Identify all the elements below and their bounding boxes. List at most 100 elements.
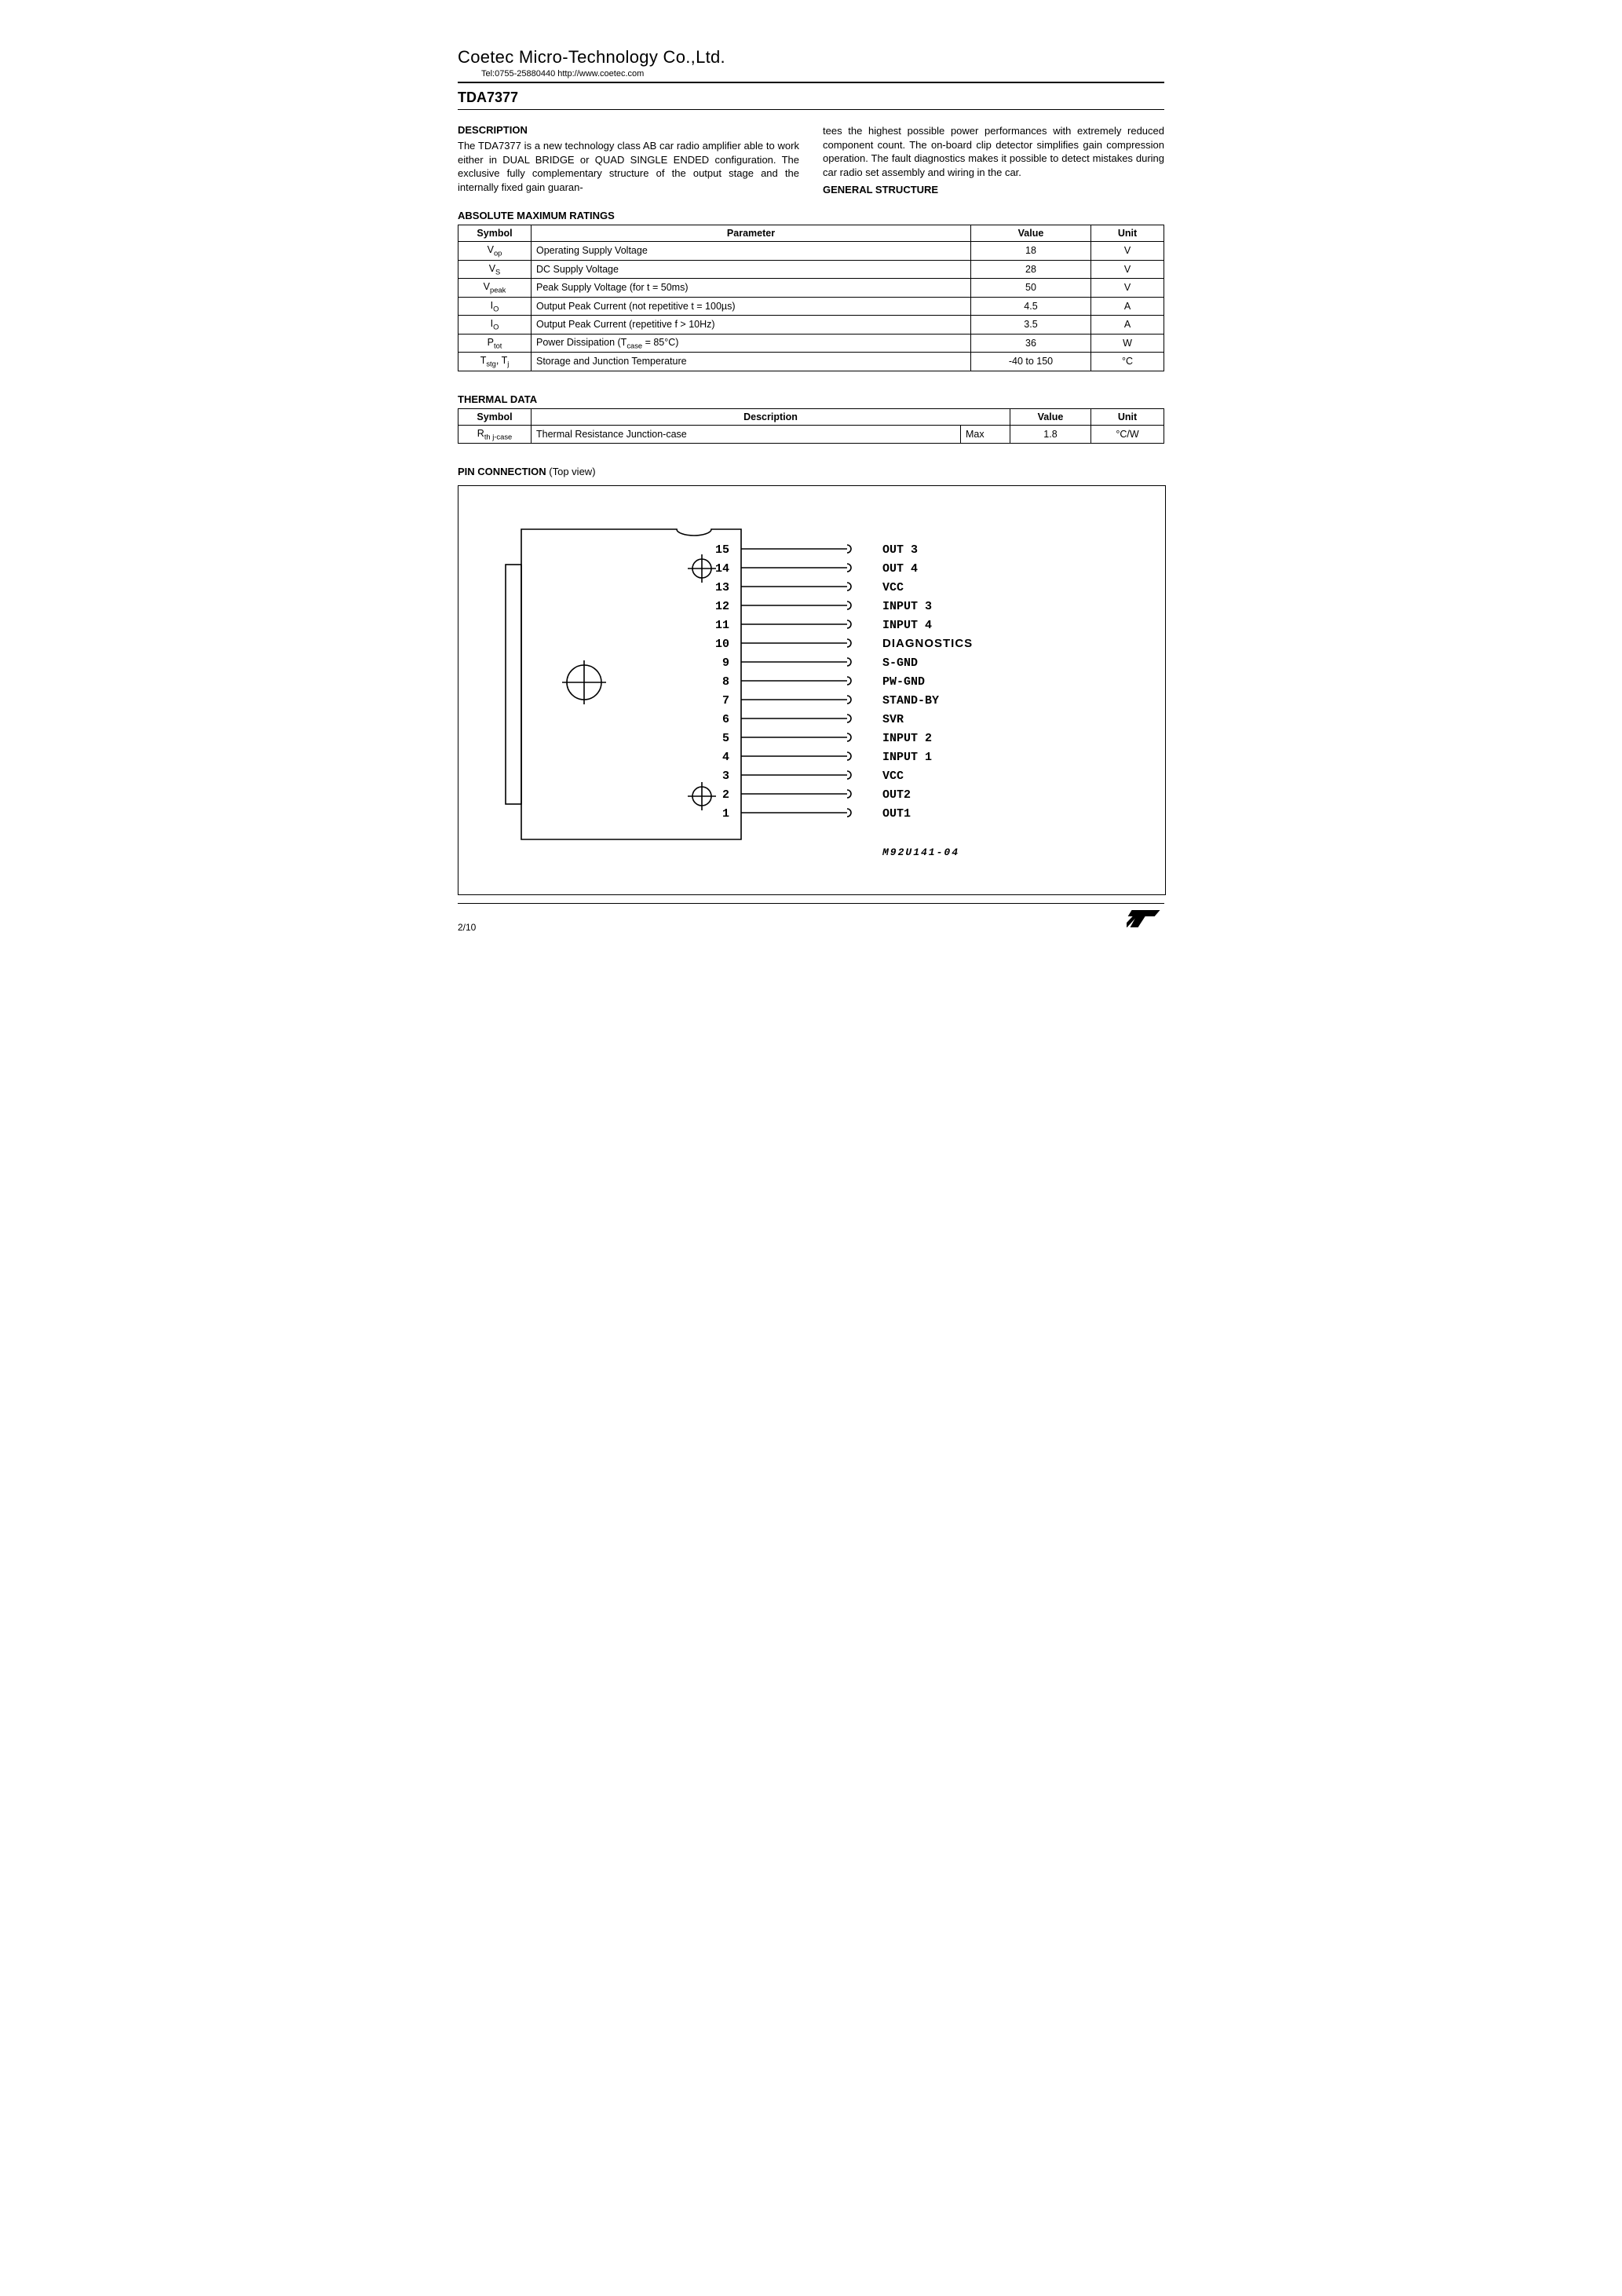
table-row: Tstg, TjStorage and Junction Temperature… [458,353,1164,371]
svg-text:INPUT 2: INPUT 2 [882,732,932,745]
cell-symbol: IO [458,297,532,316]
cell-unit: A [1091,297,1164,316]
cell-qual: Max [961,425,1010,444]
thermal-head-symbol: Symbol [458,408,532,425]
cell-value: 3.5 [971,316,1091,335]
svg-text:STAND-BY: STAND-BY [882,694,939,707]
table-row: IOOutput Peak Current (not repetitive t … [458,297,1164,316]
cell-param: Power Dissipation (Tcase = 85°C) [532,334,971,353]
cell-param: Storage and Junction Temperature [532,353,971,371]
svg-text:12: 12 [715,600,729,613]
cell-value: 28 [971,260,1091,279]
page-number: 2/10 [458,922,476,933]
cell-unit: V [1091,279,1164,298]
svg-text:OUT1: OUT1 [882,807,911,821]
contact-line: Tel:0755-25880440 http://www.coetec.com [481,69,1164,79]
pin-diagram-svg: 15OUT 314OUT 413VCC12INPUT 311INPUT 410D… [458,486,1165,894]
company-name: Coetec Micro-Technology Co.,Ltd. [458,47,1164,68]
amr-head-symbol: Symbol [458,225,532,242]
thermal-head-value: Value [1010,408,1091,425]
svg-text:DIAGNOSTICS: DIAGNOSTICS [882,637,973,650]
svg-text:PW-GND: PW-GND [882,675,925,689]
cell-unit: °C/W [1091,425,1164,444]
cell-param: Operating Supply Voltage [532,242,971,261]
svg-text:INPUT 1: INPUT 1 [882,751,932,764]
svg-text:2: 2 [722,788,729,802]
table-row: Rth j-caseThermal Resistance Junction-ca… [458,425,1164,444]
svg-text:OUT 3: OUT 3 [882,543,918,557]
table-row: VSDC Supply Voltage28V [458,260,1164,279]
svg-text:INPUT 3: INPUT 3 [882,600,932,613]
cell-symbol: Rth j-case [458,425,532,444]
amr-head-unit: Unit [1091,225,1164,242]
product-code: TDA7377 [458,90,1164,110]
svg-text:3: 3 [722,770,729,783]
header: Coetec Micro-Technology Co.,Ltd. Tel:075… [458,47,1164,83]
table-row: VopOperating Supply Voltage18V [458,242,1164,261]
thermal-table: Symbol Description Value Unit Rth j-case… [458,408,1164,444]
cell-unit: W [1091,334,1164,353]
svg-text:8: 8 [722,675,729,689]
cell-desc: Thermal Resistance Junction-case [532,425,961,444]
cell-symbol: IO [458,316,532,335]
table-row: VpeakPeak Supply Voltage (for t = 50ms)5… [458,279,1164,298]
table-row: IOOutput Peak Current (repetitive f > 10… [458,316,1164,335]
pin-connection-title: PIN CONNECTION (Top view) [458,466,1164,477]
cell-param: Peak Supply Voltage (for t = 50ms) [532,279,971,298]
pin-title-bold: PIN CONNECTION [458,466,546,477]
cell-value: 18 [971,242,1091,261]
description-left: The TDA7377 is a new technology class AB… [458,139,799,194]
pin-diagram-box: 15OUT 314OUT 413VCC12INPUT 311INPUT 410D… [458,485,1166,895]
svg-text:OUT 4: OUT 4 [882,562,918,576]
thermal-head-unit: Unit [1091,408,1164,425]
svg-text:11: 11 [715,619,729,632]
description-title: DESCRIPTION [458,124,799,136]
cell-symbol: Vpeak [458,279,532,298]
svg-text:7: 7 [722,694,729,707]
cell-symbol: Ptot [458,334,532,353]
svg-text:13: 13 [715,581,729,594]
general-structure-title: GENERAL STRUCTURE [823,184,1164,196]
svg-text:INPUT 4: INPUT 4 [882,619,932,632]
cell-value: 36 [971,334,1091,353]
svg-text:14: 14 [715,562,729,576]
cell-symbol: Tstg, Tj [458,353,532,371]
svg-text:1: 1 [722,807,729,821]
svg-text:10: 10 [715,638,729,651]
thermal-head-desc: Description [532,408,1010,425]
footer: 2/10 [458,903,1164,933]
svg-text:15: 15 [715,543,729,557]
svg-text:S-GND: S-GND [882,656,918,670]
svg-text:5: 5 [722,732,729,745]
amr-head-value: Value [971,225,1091,242]
cell-value: 4.5 [971,297,1091,316]
cell-value: -40 to 150 [971,353,1091,371]
cell-param: DC Supply Voltage [532,260,971,279]
cell-value: 1.8 [1010,425,1091,444]
description-right: tees the highest possible power performa… [823,124,1164,179]
cell-symbol: Vop [458,242,532,261]
cell-unit: °C [1091,353,1164,371]
svg-text:OUT2: OUT2 [882,788,911,802]
svg-text:VCC: VCC [882,770,904,783]
svg-text:4: 4 [722,751,729,764]
cell-value: 50 [971,279,1091,298]
st-logo [1127,907,1164,933]
cell-unit: V [1091,260,1164,279]
amr-title: ABSOLUTE MAXIMUM RATINGS [458,210,1164,221]
svg-text:6: 6 [722,713,729,726]
amr-table: Symbol Parameter Value Unit VopOperating… [458,225,1164,371]
cell-param: Output Peak Current (repetitive f > 10Hz… [532,316,971,335]
description-columns: DESCRIPTION The TDA7377 is a new technol… [458,124,1164,199]
table-row: PtotPower Dissipation (Tcase = 85°C)36W [458,334,1164,353]
cell-param: Output Peak Current (not repetitive t = … [532,297,971,316]
svg-text:VCC: VCC [882,581,904,594]
cell-symbol: VS [458,260,532,279]
cell-unit: A [1091,316,1164,335]
svg-text:9: 9 [722,656,729,670]
thermal-title: THERMAL DATA [458,393,1164,405]
cell-unit: V [1091,242,1164,261]
svg-text:SVR: SVR [882,713,904,726]
pin-title-rest: (Top view) [546,466,596,477]
amr-head-param: Parameter [532,225,971,242]
